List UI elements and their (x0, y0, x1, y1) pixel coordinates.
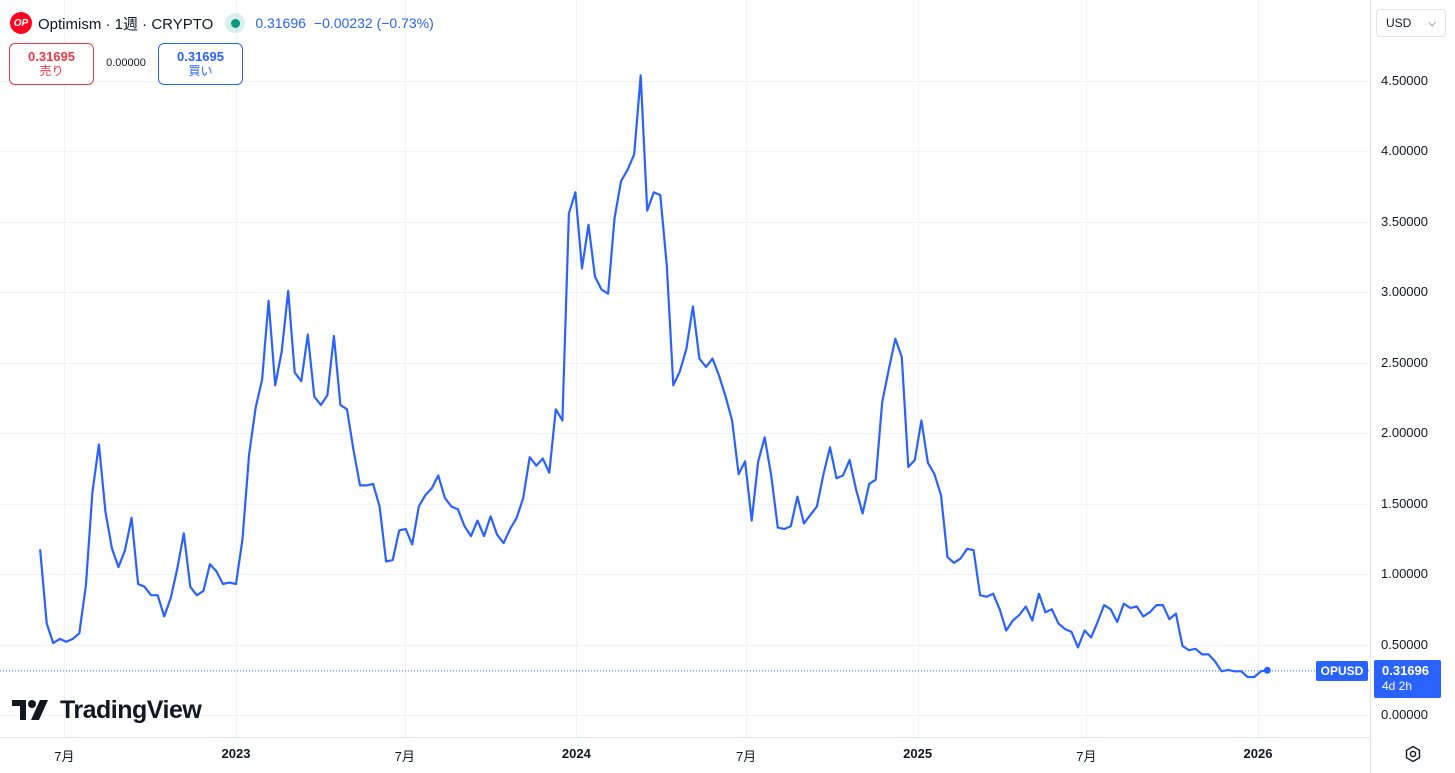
series-line-opusd (39, 74, 1269, 679)
chart-header: OP Optimism · 1週 · CRYPTO 0.31696 −0.002… (10, 10, 434, 36)
header-change: −0.00232 (−0.73%) (313, 15, 434, 31)
grid-lines (0, 0, 1370, 737)
x-tick-label: 7月 (1076, 749, 1097, 764)
sell-label: 売り (39, 64, 64, 78)
header-last-price: 0.31696 (255, 15, 306, 31)
bar-countdown: 4d 2h (1382, 679, 1413, 693)
last-price-value: 0.31696 (1382, 663, 1429, 678)
symbol-title[interactable]: Optimism · 1週 · CRYPTO (38, 15, 214, 33)
chevron-down-icon: ⌵ (1428, 18, 1436, 29)
x-tick-label: 2025 (903, 746, 933, 761)
market-status-icon[interactable] (225, 13, 246, 33)
buy-price: 0.31695 (177, 49, 224, 64)
x-tick-label: 7月 (394, 749, 415, 764)
y-tick-label: 2.00000 (1381, 425, 1428, 441)
y-tick-label: 3.50000 (1381, 213, 1428, 229)
sell-button[interactable]: 0.31695 売り (9, 43, 94, 85)
y-tick-label: 4.50000 (1381, 73, 1428, 88)
x-tick-label: 2024 (561, 746, 591, 761)
sell-price: 0.31695 (28, 49, 75, 64)
x-tick-label: 7月 (54, 749, 75, 764)
gear-icon (1405, 745, 1421, 763)
y-tick-label: 1.00000 (1381, 566, 1428, 582)
brand-name: TradingView (60, 695, 202, 724)
y-tick-label: 4.00000 (1381, 143, 1428, 159)
currency-select[interactable]: USD ⌵ (1376, 9, 1446, 37)
y-tick-label: 1.50000 (1381, 495, 1428, 511)
last-point-marker (1263, 666, 1271, 674)
x-tick-label: 2023 (221, 746, 251, 761)
currency-value: USD (1386, 16, 1412, 30)
symbol-tag: OPUSD (1316, 661, 1368, 681)
y-tick-label: 0.00000 (1381, 707, 1428, 722)
optimism-logo-icon: OP (10, 12, 32, 34)
x-tick-label: 7月 (735, 749, 757, 764)
buy-button[interactable]: 0.31695 買い (158, 43, 243, 85)
y-tick-label: 2.50000 (1381, 354, 1428, 370)
spread-value: 0.00000 (106, 57, 146, 69)
last-price-tag: 0.31696 4d 2h (1374, 660, 1441, 698)
x-tick-label: 2026 (1243, 746, 1273, 761)
tradingview-logo-icon (12, 700, 48, 720)
y-tick-label: 0.50000 (1381, 636, 1428, 652)
buy-label: 買い (188, 64, 213, 78)
settings-gear-button[interactable] (1401, 742, 1425, 766)
y-tick-label: 3.00000 (1381, 284, 1428, 300)
tradingview-logo[interactable]: TradingView (12, 695, 202, 725)
